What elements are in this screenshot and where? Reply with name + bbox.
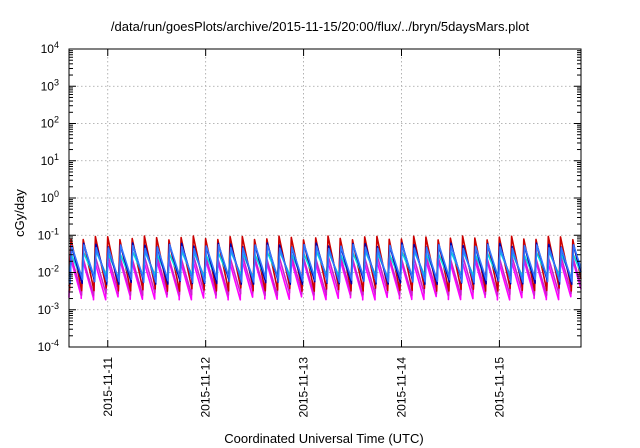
x-tick-label: 2015-11-14 bbox=[394, 357, 408, 418]
x-axis-label: Coordinated Universal Time (UTC) bbox=[224, 431, 423, 446]
y-axis-label: cGy/day bbox=[12, 189, 27, 237]
y-tick-label: 10-1 bbox=[38, 226, 59, 242]
y-tick-label: 10-4 bbox=[38, 338, 59, 354]
x-tick-label: 2015-11-15 bbox=[492, 357, 506, 418]
series-line bbox=[68, 243, 582, 284]
y-tick-label: 101 bbox=[41, 152, 59, 168]
series-line bbox=[68, 253, 582, 296]
ticks: 10-4 10-3 10-2 10-1 100 101 102 103 104 2015-11-1… bbox=[38, 40, 581, 418]
x-tick-label: 2015-11-11 bbox=[101, 357, 115, 417]
series-group bbox=[68, 235, 582, 301]
y-tick-label: 103 bbox=[41, 77, 59, 93]
y-tick-label: 100 bbox=[41, 189, 59, 205]
x-tick-label: 2015-11-13 bbox=[297, 357, 311, 418]
y-tick-label: 102 bbox=[41, 115, 59, 131]
y-tick-label: 10-3 bbox=[38, 301, 59, 317]
chart-title: /data/run/goesPlots/archive/2015-11-15/2… bbox=[110, 19, 530, 34]
grid bbox=[69, 49, 581, 347]
series-line bbox=[68, 257, 582, 301]
y-tick-label: 104 bbox=[41, 40, 59, 56]
x-tick-label: 2015-11-12 bbox=[199, 357, 213, 418]
y-tick-label: 10-2 bbox=[38, 264, 59, 280]
